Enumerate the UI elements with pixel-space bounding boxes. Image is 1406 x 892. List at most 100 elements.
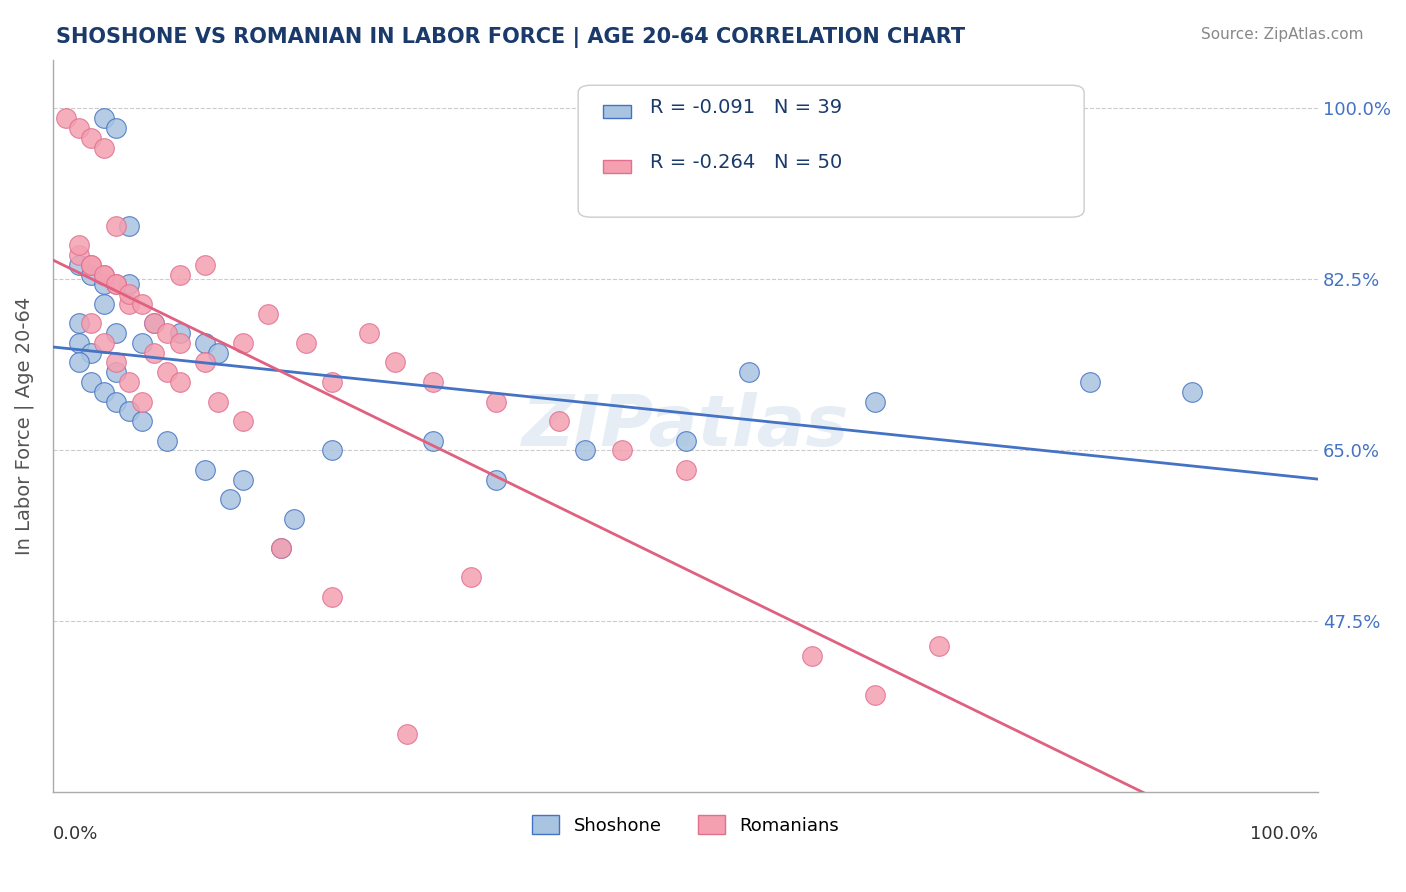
Text: SHOSHONE VS ROMANIAN IN LABOR FORCE | AGE 20-64 CORRELATION CHART: SHOSHONE VS ROMANIAN IN LABOR FORCE | AG… <box>56 27 966 48</box>
Point <box>93 268 115 282</box>
Point <box>219 492 242 507</box>
Point <box>675 434 697 448</box>
Point <box>612 443 634 458</box>
Point <box>143 317 166 331</box>
Point <box>118 375 141 389</box>
Point <box>321 590 343 604</box>
Point <box>105 365 128 379</box>
Point <box>93 277 115 292</box>
Point <box>105 219 128 233</box>
Point <box>207 345 229 359</box>
Point <box>169 375 191 389</box>
Point <box>55 112 77 126</box>
Point <box>93 384 115 399</box>
Point <box>169 268 191 282</box>
Point <box>67 120 90 135</box>
Point <box>548 414 571 428</box>
Point <box>207 394 229 409</box>
Point <box>156 365 179 379</box>
Point <box>67 317 90 331</box>
Point <box>105 277 128 292</box>
Point <box>283 512 305 526</box>
Point <box>396 727 419 741</box>
Point <box>156 434 179 448</box>
Point <box>105 120 128 135</box>
Point <box>422 375 444 389</box>
Point <box>118 297 141 311</box>
Point <box>105 394 128 409</box>
Point <box>194 258 217 272</box>
Text: 100.0%: 100.0% <box>1250 825 1319 844</box>
Text: R = -0.264   N = 50: R = -0.264 N = 50 <box>651 153 842 171</box>
Point <box>801 648 824 663</box>
Point <box>93 335 115 350</box>
Point <box>80 130 103 145</box>
Point <box>460 570 482 584</box>
Point <box>93 112 115 126</box>
Point <box>270 541 292 556</box>
Point <box>169 326 191 341</box>
Point <box>675 463 697 477</box>
Point <box>928 639 950 653</box>
Point <box>194 463 217 477</box>
Text: ZIPatlas: ZIPatlas <box>522 392 849 460</box>
Text: Source: ZipAtlas.com: Source: ZipAtlas.com <box>1201 27 1364 42</box>
Point <box>131 394 153 409</box>
Point <box>118 404 141 418</box>
Point <box>422 434 444 448</box>
Point <box>80 375 103 389</box>
Point <box>80 317 103 331</box>
Point <box>93 140 115 154</box>
Point <box>232 414 254 428</box>
FancyBboxPatch shape <box>603 105 631 119</box>
Text: 0.0%: 0.0% <box>53 825 98 844</box>
Point <box>118 277 141 292</box>
Point <box>67 238 90 252</box>
Point <box>156 326 179 341</box>
Y-axis label: In Labor Force | Age 20-64: In Labor Force | Age 20-64 <box>15 297 35 555</box>
Point <box>295 335 318 350</box>
Point <box>105 326 128 341</box>
Point <box>257 307 280 321</box>
Point <box>194 355 217 369</box>
Point <box>131 414 153 428</box>
Point <box>105 277 128 292</box>
Point <box>384 355 406 369</box>
Point <box>93 297 115 311</box>
Point <box>232 473 254 487</box>
Text: R = -0.091   N = 39: R = -0.091 N = 39 <box>651 98 842 117</box>
Point <box>485 394 508 409</box>
Point <box>67 248 90 262</box>
Point <box>143 345 166 359</box>
Point <box>67 355 90 369</box>
FancyBboxPatch shape <box>578 86 1084 217</box>
Point <box>67 335 90 350</box>
Point <box>93 268 115 282</box>
Point <box>67 258 90 272</box>
Point <box>80 345 103 359</box>
FancyBboxPatch shape <box>603 161 631 173</box>
Point <box>270 541 292 556</box>
Point <box>131 297 153 311</box>
Point <box>80 258 103 272</box>
Point <box>232 335 254 350</box>
Point <box>321 375 343 389</box>
Point <box>80 258 103 272</box>
Point <box>131 335 153 350</box>
Point <box>359 326 381 341</box>
Point <box>1080 375 1102 389</box>
Point <box>118 219 141 233</box>
Point <box>1181 384 1204 399</box>
Point <box>574 443 596 458</box>
Point <box>865 394 887 409</box>
Point <box>118 287 141 301</box>
Point <box>865 688 887 702</box>
Point <box>485 473 508 487</box>
Legend: Shoshone, Romanians: Shoshone, Romanians <box>524 808 846 842</box>
Point <box>143 317 166 331</box>
Point <box>105 355 128 369</box>
Point <box>80 268 103 282</box>
Point <box>194 335 217 350</box>
Point <box>321 443 343 458</box>
Point <box>738 365 761 379</box>
